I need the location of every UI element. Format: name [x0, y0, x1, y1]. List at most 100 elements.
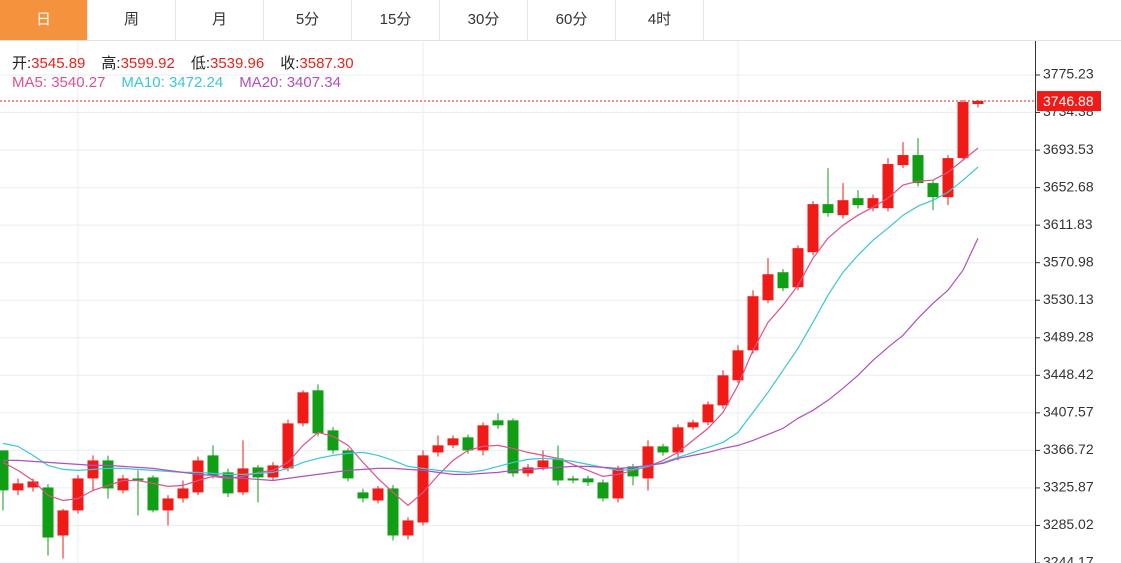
legend-name: MA20:: [239, 74, 283, 91]
candle-body: [837, 200, 849, 216]
last-price-box: [1037, 91, 1101, 112]
candle-body: [327, 430, 339, 451]
candle-body: [687, 422, 699, 428]
candle-body: [192, 460, 204, 493]
y-tick-label: 3325.87: [1043, 479, 1094, 495]
candle-body: [552, 458, 564, 481]
candle-body: [762, 274, 774, 301]
tab-bar: 日周月 5分 15分 30分 60分 4时: [0, 0, 704, 40]
y-tick-label: 3448.42: [1043, 366, 1094, 382]
info-item: 开:3545.89: [12, 52, 85, 73]
candle-body: [297, 392, 309, 424]
candle-body: [582, 478, 594, 483]
candle-body: [792, 248, 804, 288]
tab[interactable]: 4时: [616, 0, 704, 40]
ma-line: [2, 147, 979, 507]
candle-body: [732, 350, 744, 381]
candle-body: [492, 420, 504, 426]
ohlc-info: 开:3545.89 高:3599.92 低:3539.96 收:3587.30: [12, 52, 354, 73]
candle-body: [507, 420, 519, 474]
candle-body: [162, 498, 174, 511]
candle-body: [372, 488, 384, 501]
candle-body: [702, 404, 714, 423]
ma-line: [2, 166, 979, 475]
candle-body: [522, 467, 534, 474]
candle-body: [642, 446, 654, 479]
legend-value: 3472.24: [168, 74, 224, 91]
candle-body: [567, 478, 579, 481]
info-label: 收:: [280, 55, 300, 72]
candle-body: [942, 158, 954, 198]
candle-body: [27, 481, 39, 488]
info-label: 低:: [190, 55, 210, 72]
tab[interactable]: 5分: [264, 0, 352, 40]
candle-body: [57, 510, 69, 536]
candle-body: [222, 472, 234, 494]
candle-body: [747, 296, 759, 351]
y-tick-label: 3407.57: [1043, 404, 1094, 420]
candle-body: [972, 101, 984, 105]
candle-body: [357, 492, 369, 499]
tab[interactable]: 60分: [528, 0, 616, 40]
info-label: 开:: [12, 55, 32, 72]
candle-body: [387, 488, 399, 536]
info-item: 收:3587.30: [280, 52, 353, 73]
y-tick-label: 3285.02: [1043, 516, 1094, 532]
candle-body: [402, 520, 414, 536]
candle-body: [627, 466, 639, 477]
candle-body: [42, 487, 54, 538]
candle-body: [417, 455, 429, 523]
tab[interactable]: 15分: [352, 0, 440, 40]
candle-body: [537, 460, 549, 468]
candle-body: [207, 455, 219, 476]
candle-body: [102, 460, 114, 489]
info-value: 3599.92: [120, 55, 175, 72]
legend-value: 3540.27: [51, 74, 106, 91]
candle-body: [342, 450, 354, 479]
candle-body: [447, 438, 459, 446]
tab[interactable]: 30分: [440, 0, 528, 40]
candle-body: [177, 488, 189, 499]
info-item: 低:3539.96: [191, 52, 264, 73]
legend-name: MA10:: [121, 74, 165, 91]
legend-item: MA10: 3472.24: [121, 74, 223, 91]
tab[interactable]: 月: [176, 0, 264, 40]
candle-body: [312, 390, 324, 434]
y-tick-label: 3530.13: [1043, 291, 1094, 307]
info-item: 高:3599.92: [101, 52, 174, 73]
candle-body: [132, 478, 144, 481]
legend-item: MA20: 3407.34: [239, 74, 341, 91]
y-tick-label: 3570.98: [1043, 253, 1094, 269]
y-tick-label: 3693.53: [1043, 141, 1094, 157]
candle-body: [822, 204, 834, 214]
candle-body: [912, 155, 924, 184]
candle-body: [117, 478, 129, 491]
candle-body: [477, 425, 489, 451]
info-value: 3587.30: [299, 55, 354, 72]
legend-name: MA5:: [12, 74, 48, 91]
candle-body: [807, 204, 819, 253]
candle-body: [882, 164, 894, 209]
candle-body: [462, 437, 474, 451]
candle-body: [657, 446, 669, 453]
candle-body: [597, 482, 609, 499]
candle-body: [672, 427, 684, 453]
y-tick-label: 3652.68: [1043, 178, 1094, 194]
y-tick-label: 3244.17: [1043, 554, 1094, 563]
candle-body: [927, 183, 939, 198]
y-tick-label: 3611.83: [1043, 216, 1093, 232]
legend-value: 3407.34: [286, 74, 341, 91]
tab[interactable]: 日: [0, 0, 88, 40]
candle-body: [852, 198, 864, 206]
tab[interactable]: 周: [88, 0, 176, 40]
ma-legend: MA5: 3540.27 MA10: 3472.24 MA20: 3407.34: [12, 74, 341, 91]
y-tick-label: 3366.72: [1043, 441, 1094, 457]
candle-body: [897, 155, 909, 166]
candle-body: [147, 477, 159, 511]
y-tick-label: 3775.23: [1043, 66, 1094, 82]
candle-body: [72, 478, 84, 511]
candle-body: [237, 468, 249, 493]
candle-body: [612, 468, 624, 499]
